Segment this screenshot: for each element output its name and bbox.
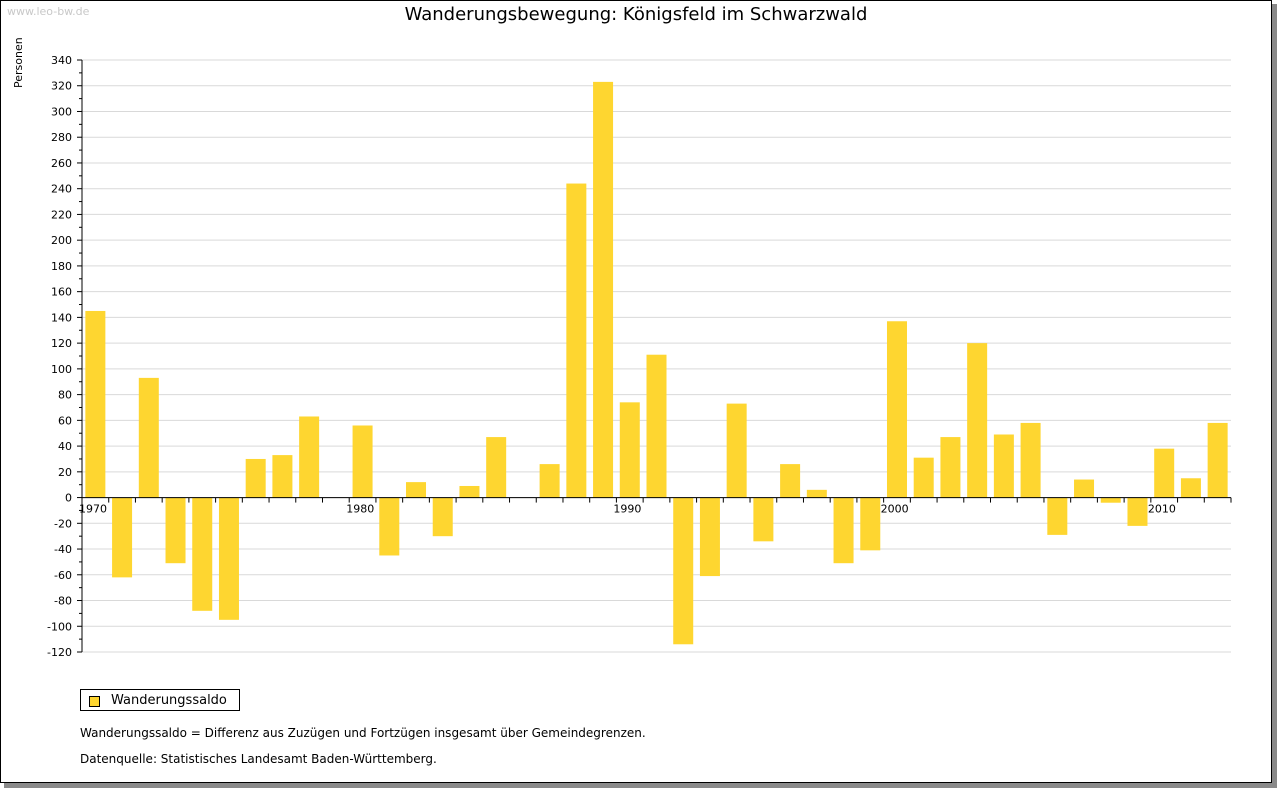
y-tick-label: 300 xyxy=(51,105,72,118)
y-tick-label: 40 xyxy=(58,440,72,453)
y-tick-label: 320 xyxy=(51,80,72,93)
bar-1995 xyxy=(753,497,774,542)
y-tick-label: 180 xyxy=(51,260,72,273)
definition-note: Wanderungssaldo = Differenz aus Zuzügen … xyxy=(80,726,646,740)
bar-2007 xyxy=(1074,479,1095,498)
source-note: Datenquelle: Statistisches Landesamt Bad… xyxy=(80,752,437,766)
x-tick-label: 1990 xyxy=(613,503,641,516)
y-tick-label: -40 xyxy=(54,543,72,556)
y-tick-label: 0 xyxy=(65,492,72,505)
bar-1983 xyxy=(432,497,453,537)
y-tick-label: 100 xyxy=(51,363,72,376)
x-tick-label: 1980 xyxy=(346,503,374,516)
bar-1999 xyxy=(860,497,881,551)
bar-2011 xyxy=(1180,478,1201,498)
bar-2008 xyxy=(1100,497,1121,503)
bar-1971 xyxy=(112,497,133,578)
bar-2006 xyxy=(1047,497,1068,535)
y-tick-label: -60 xyxy=(54,569,72,582)
y-tick-label: 60 xyxy=(58,414,72,427)
y-tick-label: 220 xyxy=(51,208,72,221)
bar-1978 xyxy=(299,416,320,498)
bar-1975 xyxy=(218,497,239,620)
bar-1994 xyxy=(726,403,747,498)
y-tick-label: 200 xyxy=(51,234,72,247)
y-tick-label: 120 xyxy=(51,337,72,350)
y-tick-label: 80 xyxy=(58,389,72,402)
frame-shadow-right xyxy=(1272,4,1277,787)
bar-2004 xyxy=(993,434,1014,498)
legend: Wanderungssaldo xyxy=(80,689,240,711)
y-tick-label: 140 xyxy=(51,311,72,324)
bar-1992 xyxy=(673,497,694,645)
bar-1990 xyxy=(619,402,640,498)
bar-1998 xyxy=(833,497,854,564)
bar-1973 xyxy=(165,497,186,564)
y-tick-label: 260 xyxy=(51,157,72,170)
y-tick-label: 160 xyxy=(51,286,72,299)
bar-1985 xyxy=(486,437,507,498)
bar-1987 xyxy=(539,464,560,498)
frame-shadow-bottom xyxy=(4,783,1277,788)
legend-label: Wanderungssaldo xyxy=(111,693,227,708)
bar-1970 xyxy=(85,310,106,498)
bar-2005 xyxy=(1020,422,1041,498)
bar-2001 xyxy=(913,457,934,498)
y-tick-label: 280 xyxy=(51,131,72,144)
bar-2009 xyxy=(1127,497,1148,526)
x-tick-label: 1970 xyxy=(79,503,107,516)
y-tick-label: -100 xyxy=(47,620,72,633)
bar-1980 xyxy=(352,425,373,498)
bar-1993 xyxy=(699,497,720,577)
y-tick-label: 240 xyxy=(51,183,72,196)
bar-1977 xyxy=(272,455,293,498)
x-tick-label: 2010 xyxy=(1148,503,1176,516)
bar-1981 xyxy=(379,497,400,556)
bar-1984 xyxy=(459,485,480,498)
bar-2003 xyxy=(967,343,988,498)
watermark: www.leo-bw.de xyxy=(7,5,90,18)
y-tick-label: -80 xyxy=(54,595,72,608)
chart-title: Wanderungsbewegung: Königsfeld im Schwar… xyxy=(404,4,868,25)
bar-1996 xyxy=(780,464,801,498)
bar-2000 xyxy=(886,321,907,498)
x-tick-label: 2000 xyxy=(881,503,909,516)
bar-1974 xyxy=(192,497,213,611)
bar-2002 xyxy=(940,437,961,498)
bar-1991 xyxy=(646,354,667,498)
bar-2010 xyxy=(1154,448,1175,498)
y-tick-label: -20 xyxy=(54,517,72,530)
bar-1988 xyxy=(566,183,587,498)
bar-1997 xyxy=(806,489,827,498)
bar-2012 xyxy=(1207,422,1228,498)
bar-1976 xyxy=(245,458,266,498)
y-tick-label: 340 xyxy=(51,54,72,67)
y-tick-label: 20 xyxy=(58,466,72,479)
bar-1982 xyxy=(406,482,427,498)
y-tick-label: -120 xyxy=(47,646,72,659)
legend-swatch xyxy=(89,696,100,707)
bar-1972 xyxy=(138,377,159,498)
bar-1989 xyxy=(593,81,614,498)
